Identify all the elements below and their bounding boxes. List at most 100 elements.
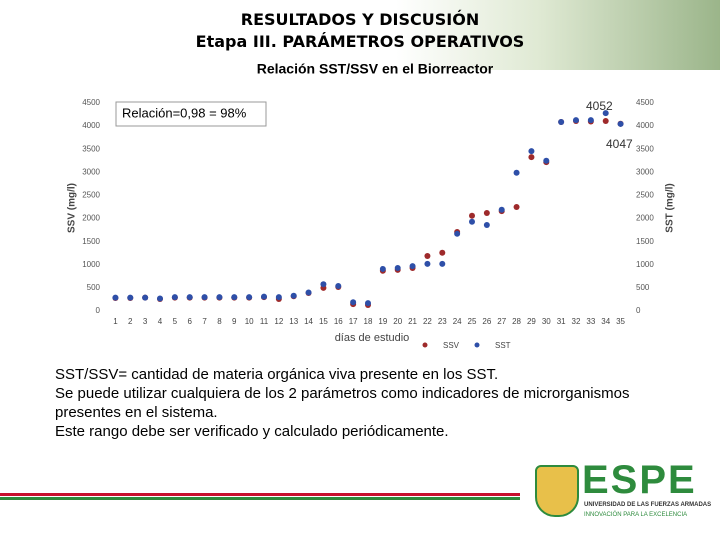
point	[275, 294, 282, 301]
point	[573, 117, 579, 124]
x-tick-label: 20	[393, 317, 402, 326]
x-tick-label: 7	[202, 317, 207, 326]
y2-tick-label: 2000	[636, 214, 654, 223]
x-tick-label: 8	[217, 317, 222, 326]
x-tick-label: 25	[468, 317, 477, 326]
x-tick-label: 6	[187, 317, 192, 326]
y-tick-label: 1500	[82, 237, 100, 246]
y-axis-label: SSV (mg/l)	[67, 183, 78, 233]
point	[454, 230, 461, 237]
x-tick-label: 13	[289, 317, 298, 326]
legend-marker	[422, 342, 428, 348]
point	[483, 222, 490, 229]
point	[543, 157, 550, 164]
x-tick-label: 26	[482, 317, 491, 326]
annotation-box	[115, 101, 267, 127]
point	[231, 294, 238, 301]
x-tick-label: 19	[378, 317, 387, 326]
logo-shield	[535, 465, 579, 517]
x-tick-label: 1	[113, 317, 118, 326]
y-tick-label: 3500	[82, 144, 100, 153]
point-label: 4052	[586, 99, 613, 113]
paragraph: Se puede utilizar cualquiera de los 2 pa…	[55, 385, 630, 421]
legend-marker	[474, 342, 480, 348]
point	[528, 154, 535, 161]
body-text: SST/SSV= cantidad de materia orgánica vi…	[55, 365, 695, 441]
x-tick-label: 34	[601, 317, 610, 326]
slide-subtitle: Etapa III. PARÁMETROS OPERATIVOS	[195, 32, 525, 51]
chart-title: Relación SST/SSV en el Biorreactor	[257, 61, 494, 77]
y2-tick-label: 3000	[636, 167, 654, 176]
y2-tick-label: 4000	[636, 121, 654, 130]
x-tick-label: 14	[304, 317, 313, 326]
x-tick-label: 9	[232, 317, 237, 326]
point	[439, 260, 446, 267]
x-tick-label: 28	[512, 317, 521, 326]
x-tick-label: 21	[408, 317, 417, 326]
y2-axis-label: SST (mg/l)	[665, 183, 676, 232]
x-tick-label: 11	[260, 317, 269, 326]
y2-tick-label: 2500	[636, 191, 654, 200]
paragraph: Este rango debe ser verificado y calcula…	[55, 423, 449, 440]
legend-label: SST	[495, 341, 511, 350]
point	[528, 148, 535, 155]
point	[558, 118, 565, 125]
point	[350, 299, 357, 306]
stripe	[0, 497, 520, 500]
point	[394, 265, 401, 272]
x-tick-label: 18	[364, 317, 373, 326]
logo-name: ESPE	[582, 458, 697, 502]
annotation: Relación=0,98 = 98%	[122, 105, 247, 120]
y2-tick-label: 1500	[636, 237, 654, 246]
point	[335, 283, 342, 290]
point	[127, 294, 134, 301]
point	[424, 252, 431, 259]
y-tick-label: 4000	[82, 121, 100, 130]
logo-line: INNOVACIÓN PARA LA EXCELENCIA	[584, 512, 688, 518]
x-axis-label: días de estudio	[335, 332, 410, 344]
x-tick-label: 29	[527, 317, 536, 326]
y2-tick-label: 1000	[636, 260, 654, 269]
point-label: 4047	[606, 137, 633, 151]
point	[602, 118, 609, 125]
y-tick-label: 1000	[82, 260, 100, 269]
point	[171, 294, 178, 301]
point	[320, 281, 327, 288]
point	[469, 218, 475, 225]
x-tick-label: 2	[128, 317, 133, 326]
x-tick-label: 16	[334, 317, 343, 326]
x-tick-label: 22	[423, 317, 432, 326]
point	[157, 295, 163, 302]
y-tick-label: 500	[87, 283, 101, 292]
x-tick-label: 5	[173, 317, 178, 326]
chart: Relación SST/SSV en el Biorreactor Relac…	[67, 61, 676, 350]
point	[261, 293, 267, 300]
stripe	[0, 493, 520, 496]
x-tick-label: 24	[453, 317, 462, 326]
x-tick-label: 12	[274, 317, 283, 326]
y-tick-label: 4500	[82, 98, 100, 107]
point	[513, 169, 520, 176]
logo-line: UNIVERSIDAD DE LAS FUERZAS ARMADAS	[584, 502, 712, 508]
point	[290, 292, 297, 299]
y2-tick-label: 4500	[636, 98, 654, 107]
x-tick-label: 10	[245, 317, 254, 326]
y2-tick-label: 500	[636, 283, 650, 292]
x-tick-label: 23	[438, 317, 447, 326]
point	[424, 260, 431, 267]
y-tick-label: 0	[96, 306, 101, 315]
point	[216, 294, 223, 301]
x-tick-label: 17	[349, 317, 358, 326]
legend-label: SSV	[443, 341, 460, 350]
x-tick-label: 33	[586, 317, 595, 326]
point	[439, 249, 446, 256]
point	[365, 300, 371, 307]
paragraph: SST/SSV= cantidad de materia orgánica vi…	[55, 366, 499, 383]
point	[483, 210, 490, 217]
point	[142, 294, 149, 301]
y2-tick-label: 3500	[636, 144, 654, 153]
point	[513, 204, 520, 210]
x-tick-label: 27	[497, 317, 506, 326]
x-tick-label: 30	[542, 317, 551, 326]
x-tick-label: 3	[143, 317, 148, 326]
